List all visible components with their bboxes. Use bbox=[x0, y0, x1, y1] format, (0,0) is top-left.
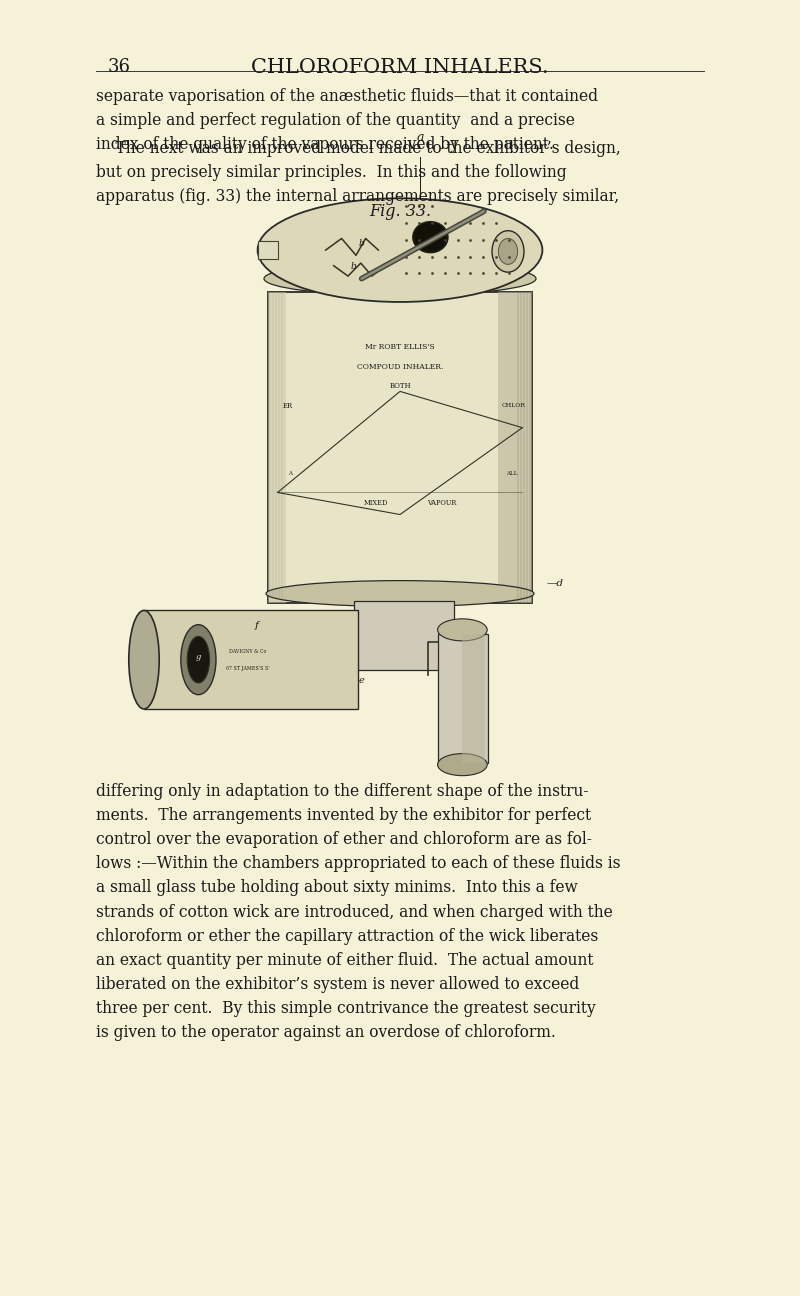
Ellipse shape bbox=[266, 581, 534, 607]
Ellipse shape bbox=[129, 610, 159, 709]
Text: CHLOR: CHLOR bbox=[502, 403, 526, 408]
Ellipse shape bbox=[258, 198, 542, 302]
Text: ALL: ALL bbox=[506, 470, 518, 476]
Text: separate vaporisation of the anæsthetic fluids—that it contained
a simple and pe: separate vaporisation of the anæsthetic … bbox=[96, 88, 598, 153]
FancyBboxPatch shape bbox=[268, 292, 286, 603]
Text: e: e bbox=[358, 677, 365, 684]
FancyBboxPatch shape bbox=[144, 610, 358, 709]
Text: MIXED: MIXED bbox=[364, 499, 388, 508]
Text: Mr ROBT ELLIS'S: Mr ROBT ELLIS'S bbox=[365, 343, 435, 351]
Text: a: a bbox=[416, 131, 424, 144]
FancyBboxPatch shape bbox=[354, 601, 454, 670]
Ellipse shape bbox=[413, 222, 448, 253]
FancyBboxPatch shape bbox=[258, 241, 278, 259]
Text: COMPOUD INHALER.: COMPOUD INHALER. bbox=[357, 363, 443, 371]
Text: The next was an improved model made to the exhibitor’s design,
but on precisely : The next was an improved model made to t… bbox=[96, 140, 621, 205]
Ellipse shape bbox=[187, 636, 210, 683]
Text: A: A bbox=[289, 470, 293, 476]
FancyBboxPatch shape bbox=[268, 292, 532, 603]
Text: g: g bbox=[196, 653, 201, 661]
Text: —d: —d bbox=[546, 579, 563, 587]
Text: VAPOUR: VAPOUR bbox=[427, 499, 456, 508]
Text: BOTH: BOTH bbox=[389, 382, 411, 390]
Text: b: b bbox=[350, 263, 357, 271]
FancyBboxPatch shape bbox=[498, 292, 532, 603]
Text: 36: 36 bbox=[108, 58, 131, 76]
Text: DAVIGNY & Co: DAVIGNY & Co bbox=[230, 649, 266, 654]
Text: 67 ST JAMES'S S': 67 ST JAMES'S S' bbox=[226, 666, 270, 671]
Ellipse shape bbox=[438, 619, 487, 640]
Text: differing only in adaptation to the different shape of the instru-
ments.  The a: differing only in adaptation to the diff… bbox=[96, 783, 621, 1041]
Text: f: f bbox=[254, 622, 258, 630]
Ellipse shape bbox=[181, 625, 216, 695]
Text: b: b bbox=[358, 240, 365, 248]
FancyBboxPatch shape bbox=[438, 634, 488, 763]
Text: ER: ER bbox=[282, 402, 293, 410]
Text: CHLOROFORM INHALERS.: CHLOROFORM INHALERS. bbox=[251, 58, 549, 78]
Ellipse shape bbox=[492, 231, 524, 272]
Ellipse shape bbox=[498, 238, 518, 264]
FancyBboxPatch shape bbox=[462, 634, 485, 763]
Ellipse shape bbox=[264, 262, 536, 295]
Ellipse shape bbox=[438, 754, 487, 775]
Text: Fig. 33.: Fig. 33. bbox=[369, 203, 431, 220]
